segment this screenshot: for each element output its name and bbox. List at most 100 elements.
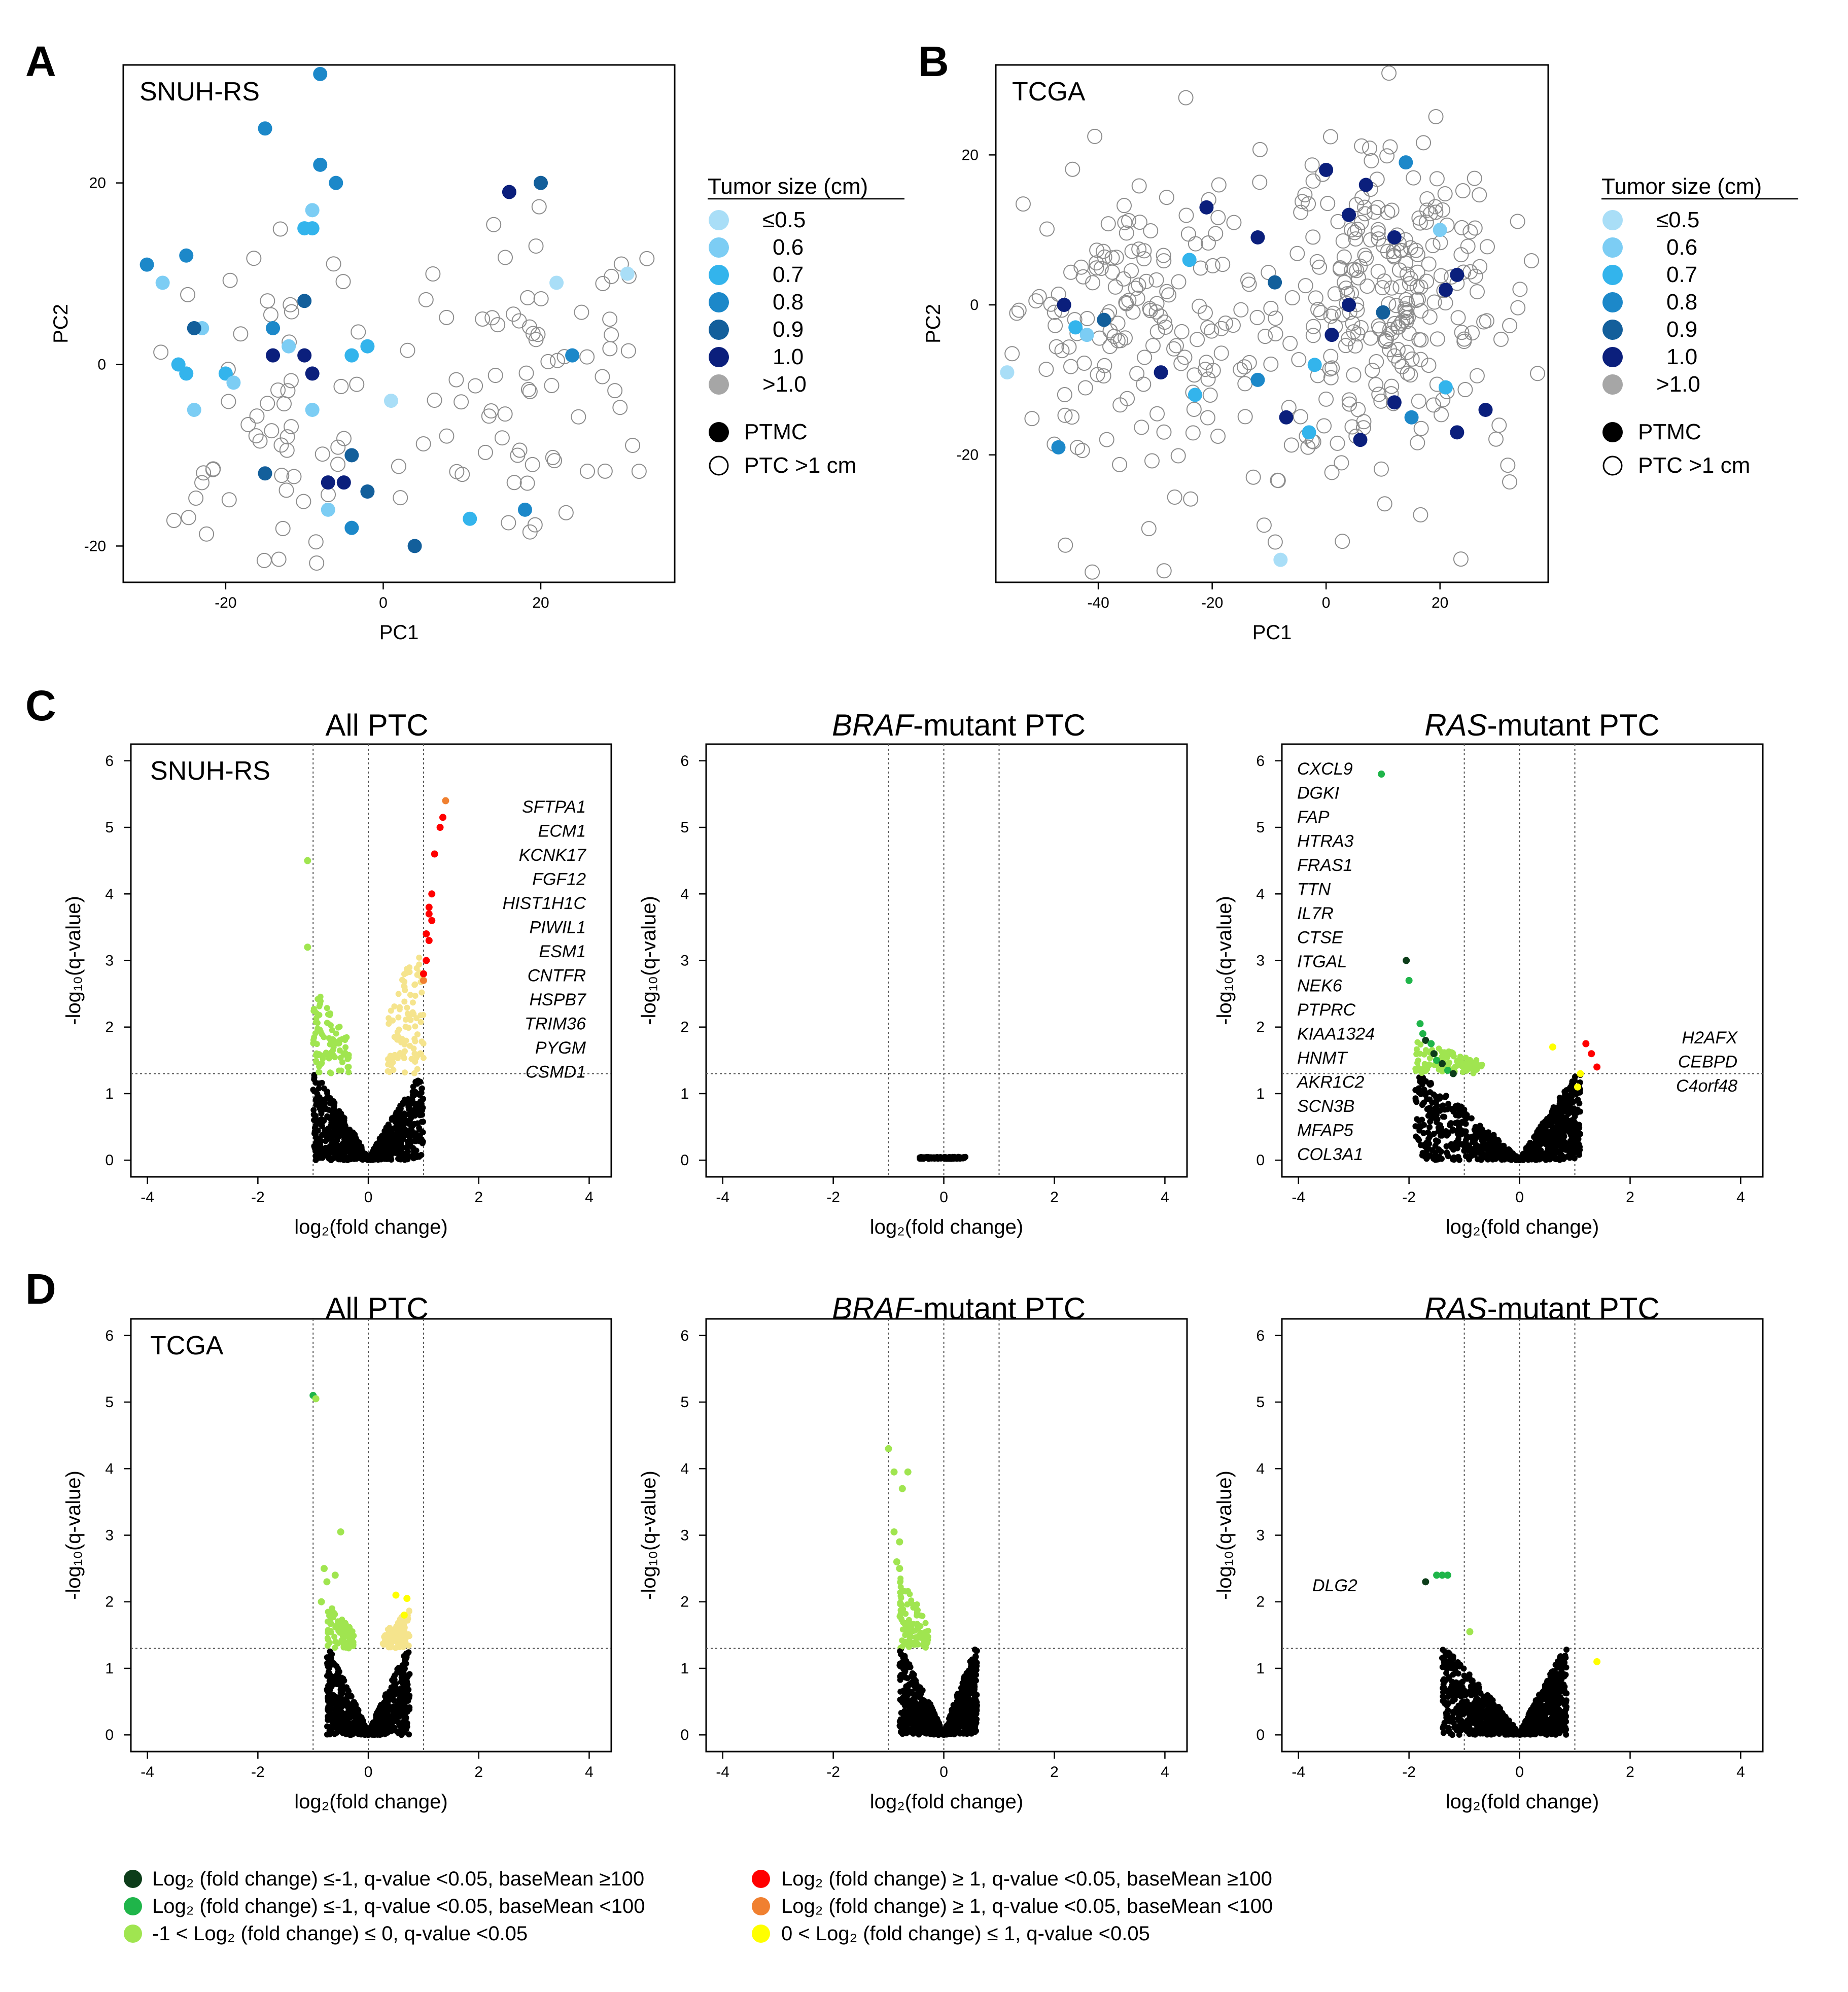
ptc-point bbox=[283, 373, 299, 389]
ptc-point bbox=[1136, 243, 1152, 259]
ptc-point bbox=[1344, 222, 1359, 238]
ptmc-point bbox=[360, 339, 375, 354]
gene-point bbox=[1489, 1156, 1496, 1163]
gene-point bbox=[326, 1609, 333, 1616]
gene-point bbox=[326, 1639, 333, 1646]
gene-point bbox=[1478, 1148, 1484, 1155]
ptc-point bbox=[1530, 366, 1546, 381]
ptc-point bbox=[248, 428, 264, 444]
ptc-point bbox=[1320, 196, 1336, 212]
ptc-point bbox=[604, 268, 619, 284]
gene-point bbox=[944, 1731, 950, 1738]
ptc-point bbox=[1293, 409, 1308, 425]
ptmc-point bbox=[1097, 312, 1111, 327]
ptc-point bbox=[1009, 305, 1025, 321]
ptc-point bbox=[1104, 264, 1120, 280]
ptc-point bbox=[1233, 302, 1249, 318]
gene-point bbox=[1509, 1154, 1516, 1161]
ptc-point bbox=[1117, 215, 1133, 230]
gene-point bbox=[1525, 1157, 1531, 1163]
gene-point bbox=[327, 1621, 334, 1627]
ptc-point bbox=[1435, 202, 1450, 218]
highlight-point bbox=[312, 1395, 320, 1403]
gene-point bbox=[416, 961, 423, 968]
title-d2: BRAF-mutant PTC bbox=[832, 1291, 1086, 1325]
gene-point bbox=[1566, 1129, 1573, 1135]
highlight-point bbox=[1444, 1067, 1451, 1074]
gene-point bbox=[418, 1090, 425, 1096]
gene-point bbox=[935, 1155, 942, 1161]
ptc-point bbox=[1178, 207, 1194, 223]
gene-point bbox=[958, 1155, 965, 1162]
ptc-point bbox=[336, 431, 352, 446]
highlight-point bbox=[893, 1558, 900, 1565]
ptmc-point bbox=[344, 448, 359, 463]
highlight-point bbox=[1593, 1063, 1601, 1071]
ptmc-point bbox=[313, 157, 328, 172]
gene-point bbox=[923, 1155, 929, 1161]
gene-point bbox=[399, 1712, 406, 1719]
ptc-point bbox=[1174, 324, 1190, 339]
gene-point bbox=[1577, 1131, 1584, 1137]
ptc-point bbox=[1419, 191, 1435, 207]
gene-point bbox=[1456, 1110, 1463, 1116]
ptmc-point bbox=[1250, 372, 1265, 387]
y-axis-title: -log₁₀(q-value) bbox=[1213, 1471, 1236, 1600]
ptc-point bbox=[1237, 409, 1253, 425]
gene-point bbox=[912, 1727, 919, 1733]
ptc-point bbox=[1469, 368, 1485, 383]
gene-point bbox=[1576, 1141, 1582, 1147]
gene-point bbox=[410, 1045, 417, 1052]
ptc-point bbox=[1375, 280, 1390, 296]
highlight-point bbox=[1416, 1020, 1424, 1028]
ptc-point bbox=[276, 396, 292, 412]
gene-point bbox=[1574, 1106, 1581, 1113]
x-tick-label: -4 bbox=[141, 1764, 154, 1780]
title-d3-rest: -mutant PTC bbox=[1487, 1291, 1660, 1325]
gene-label-up: FGF12 bbox=[532, 870, 586, 889]
y-tick-label: 0 bbox=[680, 1727, 689, 1743]
ptc-point bbox=[1156, 253, 1172, 269]
x-tick-label: -20 bbox=[215, 595, 236, 611]
gene-point bbox=[1426, 1055, 1433, 1061]
gene-point bbox=[904, 1588, 911, 1594]
title-c3-gene: RAS bbox=[1424, 708, 1487, 742]
x-tick-label: -2 bbox=[251, 1764, 265, 1780]
gene-point bbox=[1455, 1057, 1462, 1063]
ptc-point bbox=[1411, 332, 1427, 347]
ptc-point bbox=[1429, 331, 1445, 347]
ptmc-point bbox=[502, 185, 516, 199]
gene-point bbox=[914, 1692, 921, 1699]
gene-point bbox=[1532, 1133, 1539, 1139]
ptc-point bbox=[1364, 153, 1379, 168]
gene-point bbox=[909, 1679, 916, 1685]
ptc-point bbox=[1330, 435, 1345, 451]
gene-point bbox=[402, 1155, 409, 1161]
ptc-point bbox=[1388, 298, 1404, 313]
gene-point bbox=[414, 1031, 421, 1038]
ptmc-point bbox=[305, 221, 320, 236]
gene-point bbox=[899, 1637, 905, 1644]
ptc-point bbox=[1202, 387, 1218, 403]
ptc-point bbox=[1186, 401, 1202, 417]
ptc-point bbox=[1204, 323, 1219, 339]
highlight-point bbox=[1378, 771, 1385, 778]
ptc-point bbox=[1408, 242, 1424, 258]
gene-point bbox=[326, 1724, 333, 1731]
panel-letter-a: A bbox=[25, 38, 56, 85]
gene-point bbox=[922, 1705, 929, 1711]
y-tick-label: 6 bbox=[105, 1327, 114, 1344]
ptc-point bbox=[1332, 261, 1348, 277]
ptc-point bbox=[1355, 420, 1371, 436]
ptc-point bbox=[1096, 368, 1111, 384]
gene-point bbox=[950, 1702, 957, 1708]
y-tick-label: 20 bbox=[89, 175, 106, 192]
gene-point bbox=[1557, 1115, 1564, 1122]
ptc-point bbox=[427, 393, 442, 408]
gene-point bbox=[909, 1673, 915, 1680]
gene-label-up: SFTPA1 bbox=[522, 797, 586, 817]
ptc-point bbox=[1089, 255, 1104, 271]
ptc-point bbox=[1371, 387, 1387, 402]
plot-frame bbox=[1281, 1318, 1764, 1753]
